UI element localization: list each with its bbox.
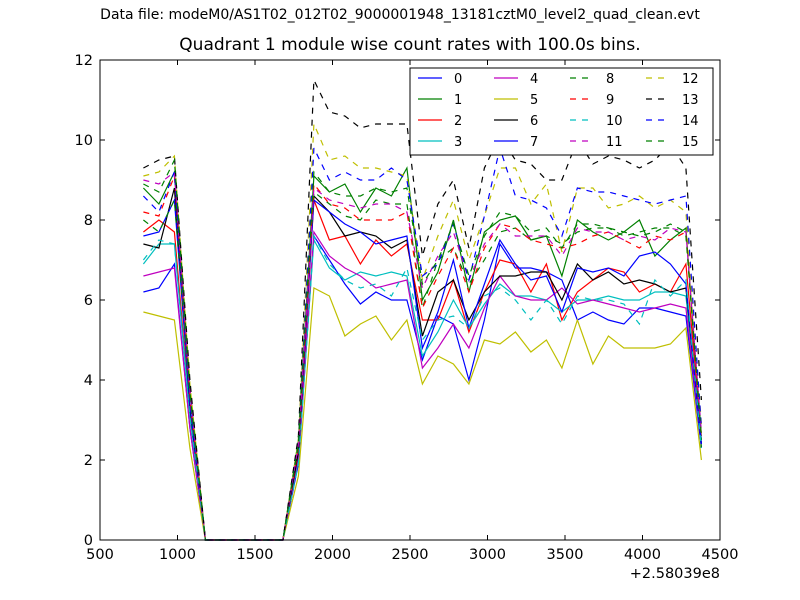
legend-label-4: 4	[530, 72, 538, 87]
figure-suptitle: Data file: modeM0/AS1T02_012T02_90000019…	[100, 7, 700, 23]
legend-label-15: 15	[682, 135, 699, 150]
legend-label-6: 6	[530, 114, 538, 129]
legend-label-8: 8	[606, 72, 614, 87]
legend-label-12: 12	[682, 72, 699, 87]
y-tick-label: 10	[75, 133, 93, 149]
y-tick-label: 0	[84, 533, 93, 549]
y-tick-label: 2	[84, 453, 93, 469]
x-tick-label: 1000	[159, 547, 196, 563]
legend-label-7: 7	[530, 135, 538, 150]
chart-title: Quadrant 1 module wise count rates with …	[179, 35, 641, 55]
legend-label-11: 11	[606, 135, 623, 150]
legend-label-10: 10	[606, 114, 623, 129]
y-tick-label: 8	[84, 213, 93, 229]
x-offset-label: +2.58039e8	[630, 566, 720, 582]
x-tick-label: 1500	[237, 547, 274, 563]
x-tick-label: 2000	[314, 547, 351, 563]
series-line-15	[143, 157, 702, 541]
y-tick-label: 6	[84, 293, 93, 309]
y-tick-label: 4	[84, 373, 93, 389]
legend-label-1: 1	[454, 93, 462, 108]
legend-label-9: 9	[606, 93, 614, 108]
x-tick-label: 3000	[469, 547, 506, 563]
series-line-6	[143, 187, 702, 541]
legend-label-2: 2	[454, 114, 462, 129]
legend-label-3: 3	[454, 135, 462, 150]
x-tick-label: 4000	[624, 547, 661, 563]
series-line-5	[143, 287, 702, 541]
x-tick-label: 3500	[547, 547, 584, 563]
series-line-12	[143, 123, 702, 541]
x-tick-label: 4500	[702, 547, 739, 563]
axis-ticks: 500 1000 1500 2000 2500 3000 3500 4000 4500 0 2 4 6 8…	[75, 53, 739, 563]
legend-label-14: 14	[682, 114, 699, 129]
series-line-14	[142, 145, 702, 541]
x-tick-label: 2500	[392, 547, 429, 563]
y-tick-label: 12	[75, 53, 93, 69]
x-tick-label: 500	[86, 547, 114, 563]
legend-label-5: 5	[530, 93, 538, 108]
legend-label-13: 13	[682, 93, 699, 108]
legend-label-0: 0	[454, 72, 462, 87]
